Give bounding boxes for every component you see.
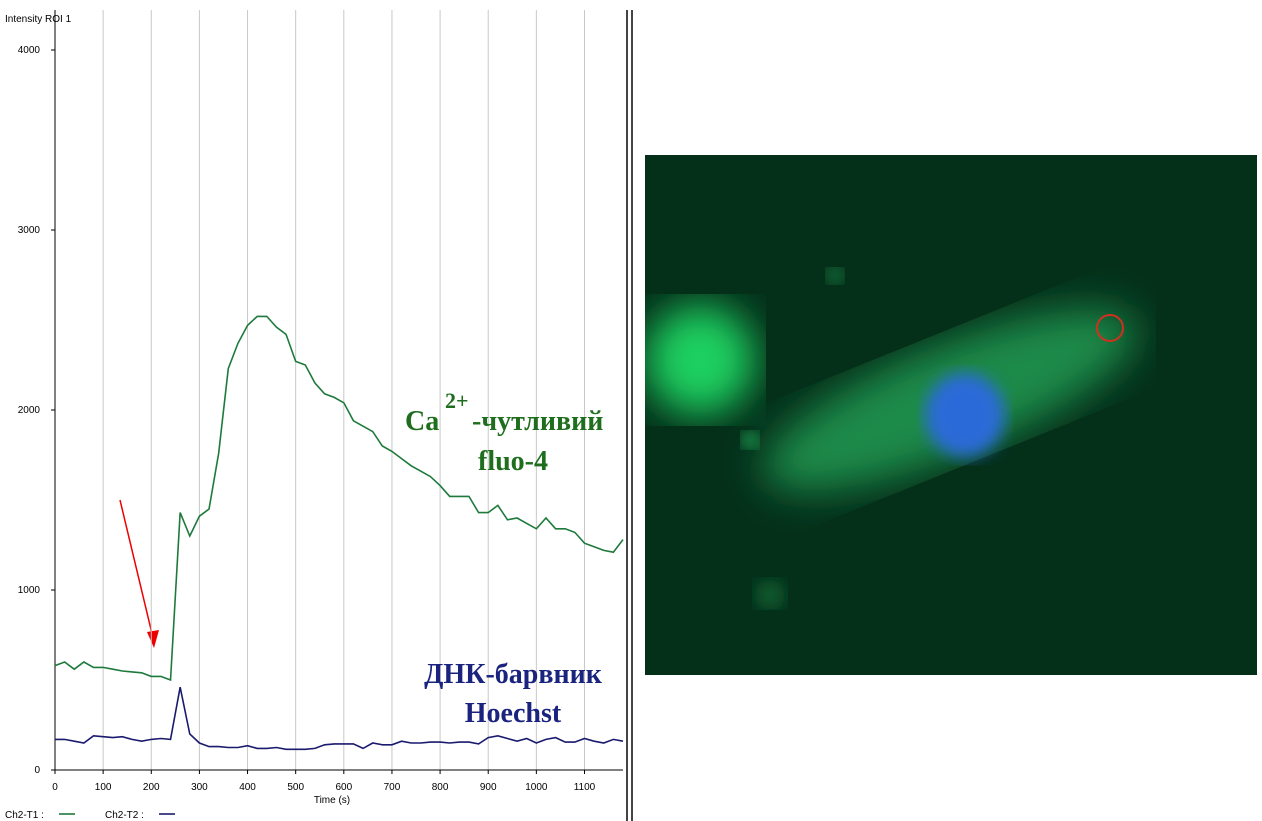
spot (742, 432, 758, 448)
micrograph (645, 155, 1257, 675)
y-tick-label: 3000 (18, 225, 41, 236)
arrow (119, 499, 155, 643)
annotation: fluo-4 (478, 446, 548, 477)
x-tick-label: 100 (95, 782, 112, 793)
y-tick-label: 1000 (18, 585, 41, 596)
x-tick-label: 600 (335, 782, 352, 793)
legend-label: Ch2-T2 : (105, 810, 144, 821)
x-tick-label: 800 (432, 782, 449, 793)
y-axis-label: Intensity ROI 1 (5, 14, 72, 25)
arrow-head (147, 630, 159, 648)
x-tick-label: 900 (480, 782, 497, 793)
legend-label: Ch2-T1 : (5, 810, 44, 821)
annotation: Ca (405, 406, 439, 437)
x-tick-label: 1100 (574, 782, 596, 793)
spot (827, 267, 843, 283)
x-tick-label: 700 (384, 782, 401, 793)
y-tick-label: 0 (34, 765, 40, 776)
annotation: -чутливий (472, 406, 603, 437)
nucleus (925, 373, 1005, 457)
annotation: ДНК-барвник (424, 659, 603, 690)
annotation: Hoechst (465, 698, 562, 729)
x-tick-label: 1000 (525, 782, 548, 793)
y-tick-label: 2000 (18, 405, 41, 416)
x-tick-label: 300 (191, 782, 208, 793)
x-tick-label: 500 (287, 782, 304, 793)
annotation: 2+ (445, 388, 469, 413)
x-axis-label: Time (s) (314, 795, 350, 806)
x-tick-label: 200 (143, 782, 160, 793)
spot (755, 580, 785, 610)
x-tick-label: 400 (239, 782, 256, 793)
cell (645, 305, 755, 415)
y-tick-label: 4000 (18, 45, 41, 56)
roi (1096, 314, 1124, 342)
series-line (55, 687, 624, 751)
x-tick-label: 0 (52, 782, 58, 793)
series-line (54, 315, 624, 682)
